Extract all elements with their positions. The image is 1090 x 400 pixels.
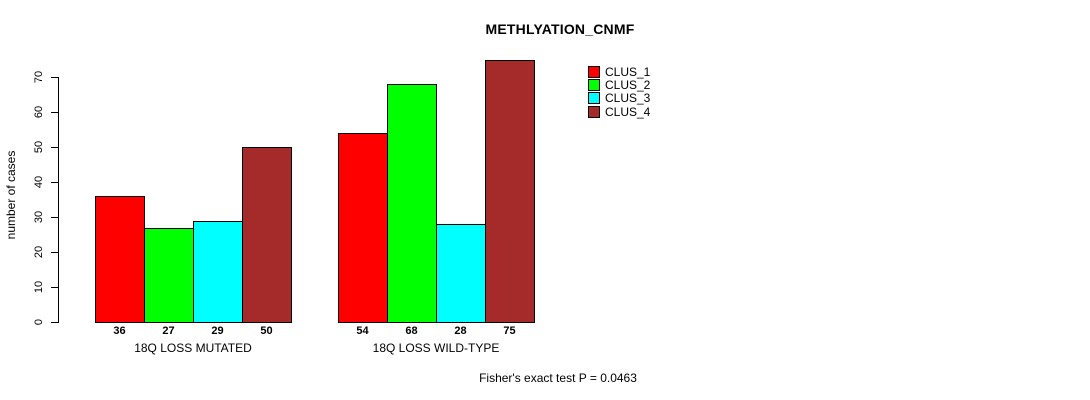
bar-value-label: 50: [260, 325, 273, 337]
legend-item: CLUS_1: [588, 65, 650, 78]
y-tick: [51, 77, 58, 78]
legend-label: CLUS_1: [605, 64, 651, 79]
y-tick: [51, 287, 58, 288]
legend-swatch-clus_2: [588, 78, 600, 91]
y-tick: [51, 147, 58, 148]
chart-title: METHLYATION_CNMF: [485, 21, 635, 37]
y-tick-label: 30: [33, 210, 45, 224]
bar-clus_4-group1: [242, 147, 292, 323]
legend-label: CLUS_2: [605, 77, 651, 92]
bar-value-label: 68: [405, 325, 418, 337]
legend-label: CLUS_4: [605, 104, 651, 119]
legend-label: CLUS_3: [605, 91, 651, 106]
legend-swatch-clus_3: [588, 92, 600, 105]
bar-value-label: 36: [113, 325, 126, 337]
y-tick: [51, 217, 58, 218]
bar-value-label: 29: [211, 325, 224, 337]
legend: CLUS_1 CLUS_2 CLUS_3 CLUS_4: [588, 65, 650, 118]
bar-clus_2-group2: [387, 84, 437, 323]
bar-clus_3-group2: [436, 224, 486, 323]
y-tick-label: 10: [33, 280, 45, 294]
y-tick-label: 20: [33, 245, 45, 259]
y-tick-label: 60: [33, 105, 45, 119]
y-tick: [51, 252, 58, 253]
x-category-label: 18Q LOSS MUTATED: [134, 341, 252, 355]
y-tick-label: 40: [33, 175, 45, 189]
bar-value-label: 54: [356, 325, 369, 337]
y-tick: [51, 112, 58, 113]
bar-value-label: 27: [162, 325, 175, 337]
y-tick-label: 0: [33, 318, 45, 326]
legend-item: CLUS_3: [588, 92, 650, 105]
x-category-label: 18Q LOSS WILD-TYPE: [372, 341, 500, 355]
bar-value-label: 75: [503, 325, 516, 337]
bar-clus_1-group1: [95, 196, 145, 323]
legend-swatch-clus_1: [588, 65, 600, 78]
legend-swatch-clus_4: [588, 105, 600, 118]
y-axis-line: [58, 77, 59, 323]
bar-clus_1-group2: [338, 133, 388, 323]
bar-clus_4-group2: [485, 59, 535, 323]
y-tick-label: 70: [33, 70, 45, 84]
y-tick-label: 50: [33, 140, 45, 154]
y-tick: [51, 182, 58, 183]
stat-annotation: Fisher's exact test P = 0.0463: [479, 371, 637, 385]
bar-value-label: 28: [454, 325, 467, 337]
legend-item: CLUS_4: [588, 105, 650, 118]
bar-clus_3-group1: [193, 220, 243, 323]
legend-item: CLUS_2: [588, 78, 650, 91]
y-tick: [51, 322, 58, 323]
bar-clus_2-group1: [144, 227, 194, 323]
